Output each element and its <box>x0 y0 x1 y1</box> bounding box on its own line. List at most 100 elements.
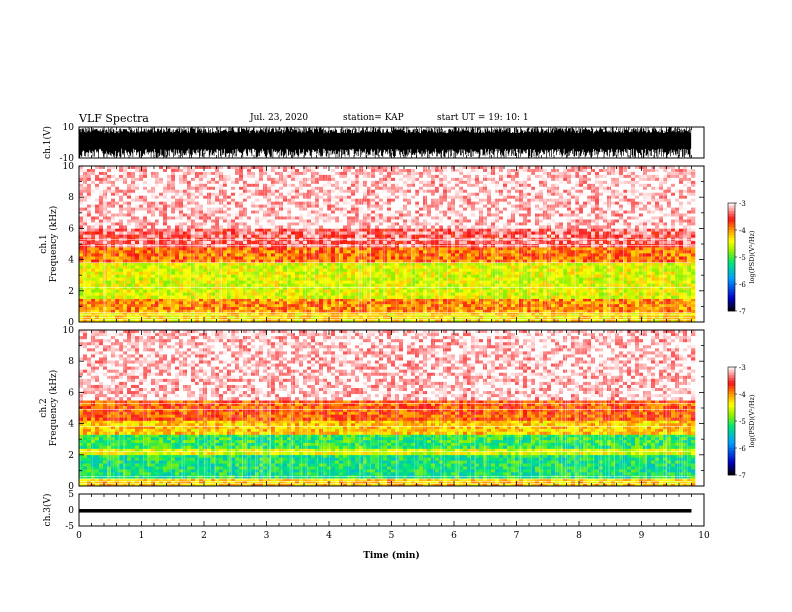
spectrogram-cell <box>651 262 656 267</box>
spectrogram-cell <box>215 318 220 323</box>
spectrogram-cell <box>491 231 496 235</box>
spectrogram-cell <box>687 271 692 275</box>
spectrogram-cell <box>575 240 580 245</box>
spectrogram-cell <box>83 277 88 281</box>
spectrogram-cell <box>567 274 572 278</box>
spectrogram-cell <box>535 309 540 313</box>
spectrogram-cell <box>499 268 504 272</box>
spectrogram-cell <box>595 309 600 313</box>
spectrogram-cell <box>631 234 636 239</box>
spectrogram-cell <box>243 228 248 232</box>
spectrogram-cell <box>523 304 528 308</box>
spectrogram-cell <box>131 307 136 311</box>
spectrogram-cell <box>427 312 432 317</box>
spectrogram-cell <box>139 301 144 305</box>
spectrogram-cell <box>167 240 172 245</box>
spectrogram-cell <box>451 307 456 311</box>
spectrogram-cell <box>299 309 304 313</box>
spectrogram-cell <box>431 262 436 267</box>
spectrogram-cell <box>619 250 624 254</box>
spectrogram-cell <box>263 301 268 305</box>
spectrogram-cell <box>563 301 568 305</box>
spectrogram-cell <box>83 309 88 313</box>
spectrogram-cell <box>591 253 596 257</box>
spectrogram-cell <box>479 259 484 264</box>
spectrogram-cell <box>155 166 160 170</box>
spectrogram-cell <box>315 256 320 260</box>
spectrogram-cell <box>247 234 252 239</box>
spectrogram-cell <box>83 253 88 257</box>
spectrogram-cell <box>119 250 124 254</box>
spectrogram-cell <box>147 265 152 269</box>
spectrogram-cell <box>171 234 176 239</box>
spectrogram-cell <box>147 312 152 317</box>
spectrogram-cell <box>387 283 392 287</box>
spectrogram-cell <box>255 301 260 305</box>
spectrogram-cell <box>583 256 588 260</box>
spectrogram-cell <box>319 298 324 302</box>
spectrogram-cell <box>331 295 336 299</box>
spectrogram-cell <box>463 274 468 278</box>
spectrogram-cell <box>607 318 612 323</box>
spectrogram-cell <box>511 262 516 267</box>
spectrogram-cell <box>487 283 492 287</box>
spectrogram-cell <box>559 283 564 287</box>
spectrogram-cell <box>187 228 192 232</box>
spectrogram-cell <box>375 298 380 302</box>
spectrogram-cell <box>427 240 432 245</box>
spectrogram-cell <box>391 247 396 251</box>
spectrogram-cell <box>367 286 372 290</box>
spectrogram-cell <box>579 231 584 235</box>
spectrogram-cell <box>219 166 224 170</box>
spectrogram-cell <box>427 280 432 284</box>
spectrogram-cell <box>455 295 460 299</box>
spectrogram-cell <box>311 262 316 267</box>
spectrogram-cell <box>651 268 656 272</box>
spectrogram-cell <box>135 166 140 170</box>
spectrogram-cell <box>275 231 280 235</box>
spectrogram-cell <box>279 304 284 308</box>
spectrogram-cell <box>651 250 656 254</box>
spectrogram-cell <box>423 304 428 308</box>
spectrogram-cell <box>451 309 456 313</box>
spectrogram-cell <box>507 280 512 284</box>
spectrogram-cell <box>675 277 680 281</box>
spectrogram-cell <box>523 301 528 305</box>
spectrogram-cell <box>103 228 108 232</box>
spectrogram-cell <box>527 231 532 235</box>
spectrogram-cell <box>239 295 244 299</box>
spectrogram-cell <box>331 292 336 296</box>
spectrogram-cell <box>579 259 584 264</box>
spectrogram-cell <box>383 166 388 170</box>
spectrogram-cell <box>519 286 524 290</box>
spectrogram-cell <box>623 271 628 275</box>
spectrogram-cell <box>547 228 552 232</box>
spectrogram-cell <box>343 256 348 260</box>
spectrogram-cell <box>147 292 152 296</box>
spectrogram-cell <box>567 307 572 311</box>
spectrogram-cell <box>627 309 632 313</box>
spectrogram-cell <box>479 268 484 272</box>
spectrogram-cell <box>319 286 324 290</box>
spectrogram-cell <box>519 298 524 302</box>
spectrogram-cell <box>187 166 192 170</box>
spectrogram-cell <box>283 268 288 272</box>
spectrogram-cell <box>655 253 660 257</box>
spectrogram-cell <box>451 301 456 305</box>
spectrogram-cell <box>387 301 392 305</box>
spectrogram-cell <box>643 240 648 245</box>
spectrogram-cell <box>463 256 468 260</box>
spectrogram-cell <box>319 250 324 254</box>
spectrogram-cell <box>687 268 692 272</box>
spectrogram-cell <box>199 286 204 290</box>
spectrogram-cell <box>379 307 384 311</box>
spectrogram-cell <box>179 283 184 287</box>
spectrogram-cell <box>491 283 496 287</box>
spectrogram-cell <box>267 268 272 272</box>
spectrogram-cell <box>119 283 124 287</box>
spectrogram-cell <box>455 250 460 254</box>
spectrogram-cell <box>119 274 124 278</box>
spectrogram-cell <box>575 295 580 299</box>
spectrogram-cell <box>671 253 676 257</box>
spectrogram-cell <box>299 295 304 299</box>
